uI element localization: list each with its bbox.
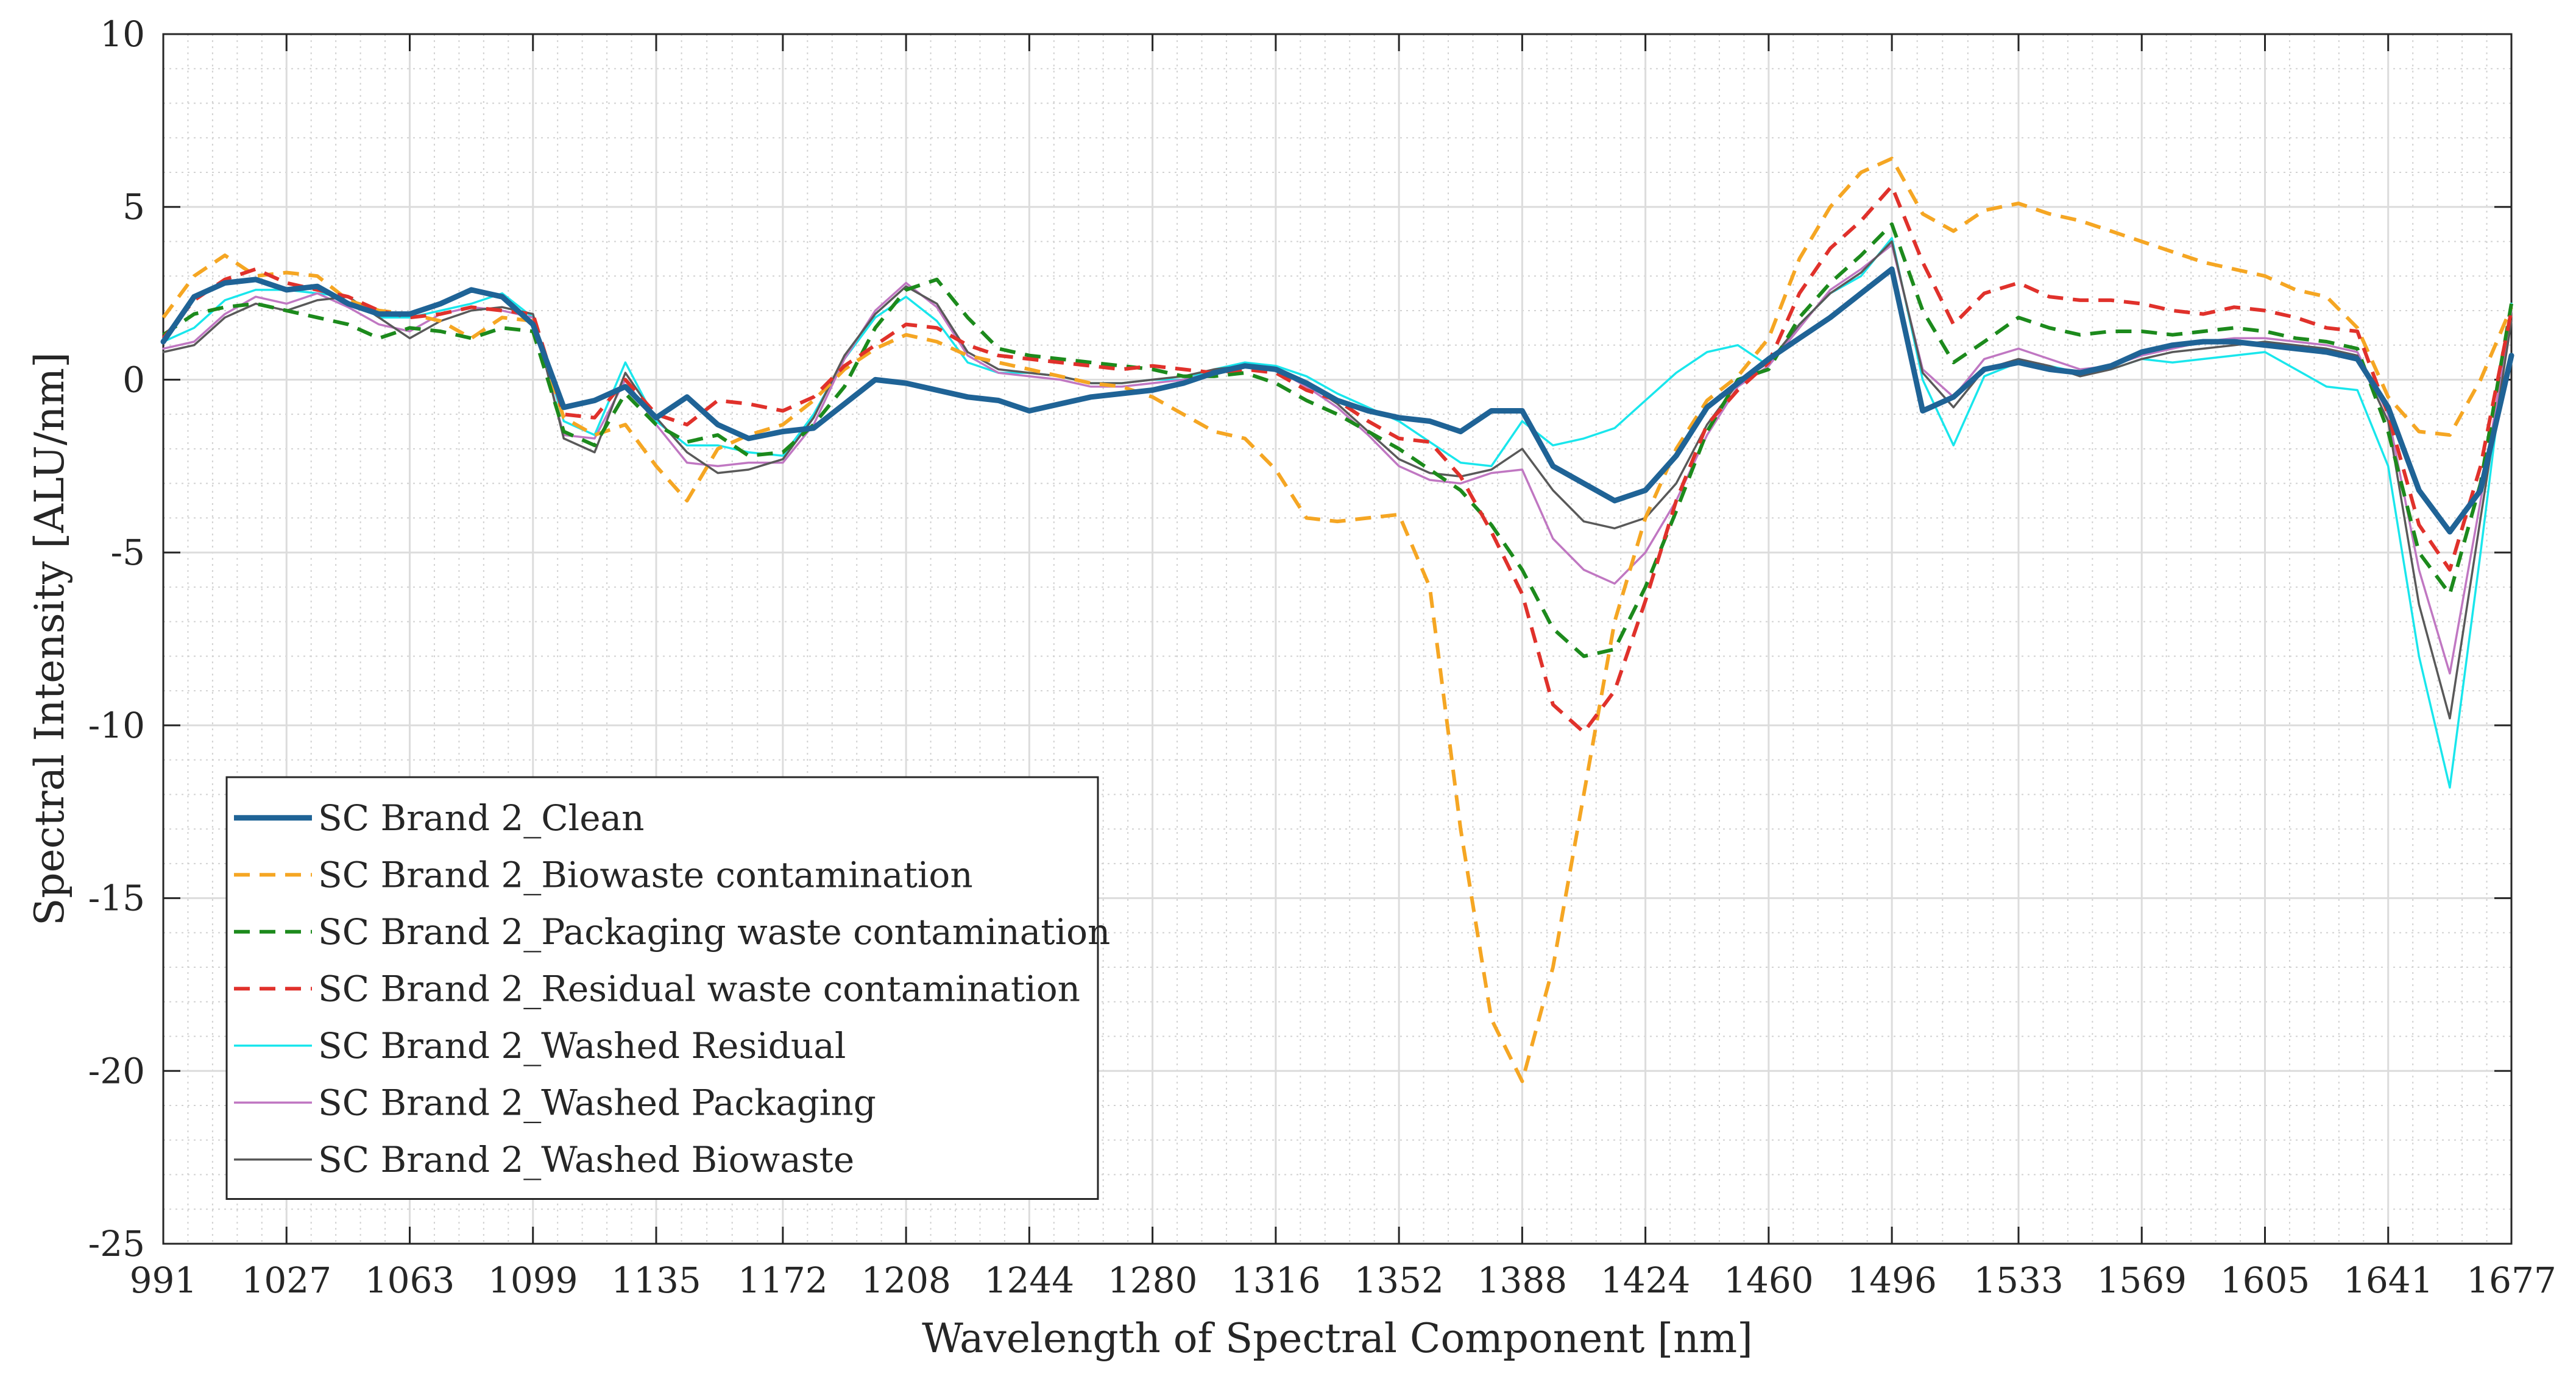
y-tick-label: -5 [111, 532, 146, 573]
x-tick-label: 1063 [365, 1260, 455, 1301]
y-tick-label: -10 [88, 705, 145, 746]
legend-box [225, 776, 1099, 1200]
x-tick-label: 1605 [2220, 1260, 2310, 1301]
x-tick-label: 991 [130, 1260, 197, 1301]
x-tick-label: 1677 [2466, 1260, 2557, 1301]
y-tick-label: -25 [88, 1223, 145, 1264]
y-tick-label: 0 [122, 359, 145, 400]
x-tick-label: 1352 [1354, 1260, 1444, 1301]
x-tick-label: 1460 [1724, 1260, 1814, 1301]
x-tick-label: 1316 [1231, 1260, 1321, 1301]
legend-entry-label: SC Brand 2_Packaging waste contamination [318, 911, 1110, 953]
series-line-sc-brand-2-packaging-waste-contamination [162, 222, 2513, 658]
x-tick-label: 1280 [1108, 1260, 1198, 1301]
legend: SC Brand 2_Clean SC Brand 2_Biowaste cont… [225, 776, 1110, 1200]
x-tick-label: 1424 [1601, 1260, 1691, 1301]
y-tick-label: 10 [100, 13, 145, 55]
plot-area-frame [162, 33, 2513, 1245]
minor-grid [163, 34, 2511, 1244]
x-tick-label: 1208 [861, 1260, 951, 1301]
x-axis-label: Wavelength of Spectral Component [nm] [922, 1315, 1753, 1362]
x-tick-label: 1244 [985, 1260, 1075, 1301]
legend-entry-label: SC Brand 2_Washed Biowaste [318, 1139, 854, 1180]
y-axis-label: Spectral Intensity [ALU/nm] [26, 352, 73, 926]
legend-entry-label: SC Brand 2_Washed Residual [318, 1025, 846, 1066]
y-tick-label: -20 [88, 1050, 145, 1091]
series-line-sc-brand-2-clean [160, 266, 2514, 535]
x-tick-label: 1388 [1477, 1260, 1568, 1301]
x-tick-label: 1533 [1973, 1260, 2064, 1301]
legend-entry-label: SC Brand 2_Biowaste contamination [318, 854, 973, 895]
x-tick-label: 1569 [2097, 1260, 2187, 1301]
legend-entry-label: SC Brand 2_Clean [318, 797, 644, 839]
legend-entry-label: SC Brand 2_Residual waste contamination [318, 968, 1080, 1009]
x-tick-label: 1641 [2343, 1260, 2433, 1301]
y-tick-label: 5 [122, 186, 145, 228]
x-tick-label: 1172 [738, 1260, 828, 1301]
y-tick-label: -15 [88, 878, 145, 919]
series-line-sc-brand-2-washed-biowaste [162, 240, 2513, 720]
x-tick-label: 1496 [1847, 1260, 1937, 1301]
x-tick-label: 1135 [611, 1260, 701, 1301]
series-lines [160, 157, 2514, 1084]
axis-ticks: 991 1027 1063 1099 1135 1172 1208 1244 1280 1316 1… [88, 13, 2557, 1301]
x-tick-label: 1099 [488, 1260, 578, 1301]
x-tick-label: 1027 [241, 1260, 331, 1301]
legend-entry-label: SC Brand 2_Washed Packaging [318, 1082, 876, 1123]
